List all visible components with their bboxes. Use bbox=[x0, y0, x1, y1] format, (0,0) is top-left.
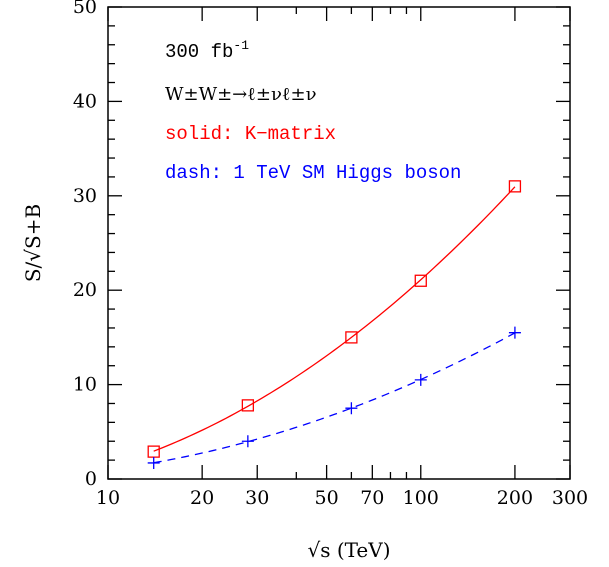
series-2-marker bbox=[147, 456, 160, 469]
series-2-marker bbox=[414, 373, 427, 386]
process-annotation: W±W±→ℓ±νℓ±ν bbox=[165, 84, 317, 105]
luminosity-value: 300 fb bbox=[165, 41, 233, 63]
series-2-line bbox=[153, 332, 516, 464]
y-tick-label: 10 bbox=[73, 374, 97, 396]
series-2-marker bbox=[345, 402, 358, 415]
series-2-marker bbox=[241, 435, 254, 448]
y-tick-label: 0 bbox=[85, 468, 97, 490]
y-axis-label: S/√S+B bbox=[21, 204, 45, 282]
x-tick-label: 300 bbox=[552, 487, 588, 509]
luminosity-annotation: 300 fb-1 bbox=[165, 38, 249, 63]
series-curves bbox=[153, 186, 516, 464]
x-tick-label: 100 bbox=[403, 487, 439, 509]
x-tick-label: 10 bbox=[96, 487, 120, 509]
series-1-marker bbox=[508, 180, 522, 193]
x-tick-label: 20 bbox=[190, 487, 214, 509]
x-axis-label: √s (TeV) bbox=[307, 538, 390, 562]
series-1-marker bbox=[241, 399, 255, 412]
series-1-line bbox=[153, 186, 516, 452]
plot-frame bbox=[107, 6, 571, 480]
y-tick-label: 30 bbox=[73, 185, 97, 207]
series-1-marker bbox=[414, 274, 427, 287]
series-2-marker bbox=[508, 326, 521, 339]
x-tick-label: 30 bbox=[245, 487, 269, 509]
dash-line-annotation: dash: 1 TeV SM Higgs boson bbox=[165, 162, 461, 184]
x-tick-label: 70 bbox=[360, 487, 384, 509]
series-1-marker bbox=[345, 331, 358, 344]
solid-line-annotation: solid: K−matrix bbox=[165, 123, 336, 145]
y-tick-label: 40 bbox=[73, 90, 97, 112]
x-tick-label: 200 bbox=[497, 487, 533, 509]
luminosity-exponent: -1 bbox=[233, 38, 249, 53]
series-markers bbox=[147, 180, 522, 469]
y-tick-label: 50 bbox=[73, 0, 97, 18]
y-tick-label: 20 bbox=[73, 279, 97, 301]
x-tick-label: 50 bbox=[315, 487, 339, 509]
axis-ticks bbox=[107, 6, 571, 480]
